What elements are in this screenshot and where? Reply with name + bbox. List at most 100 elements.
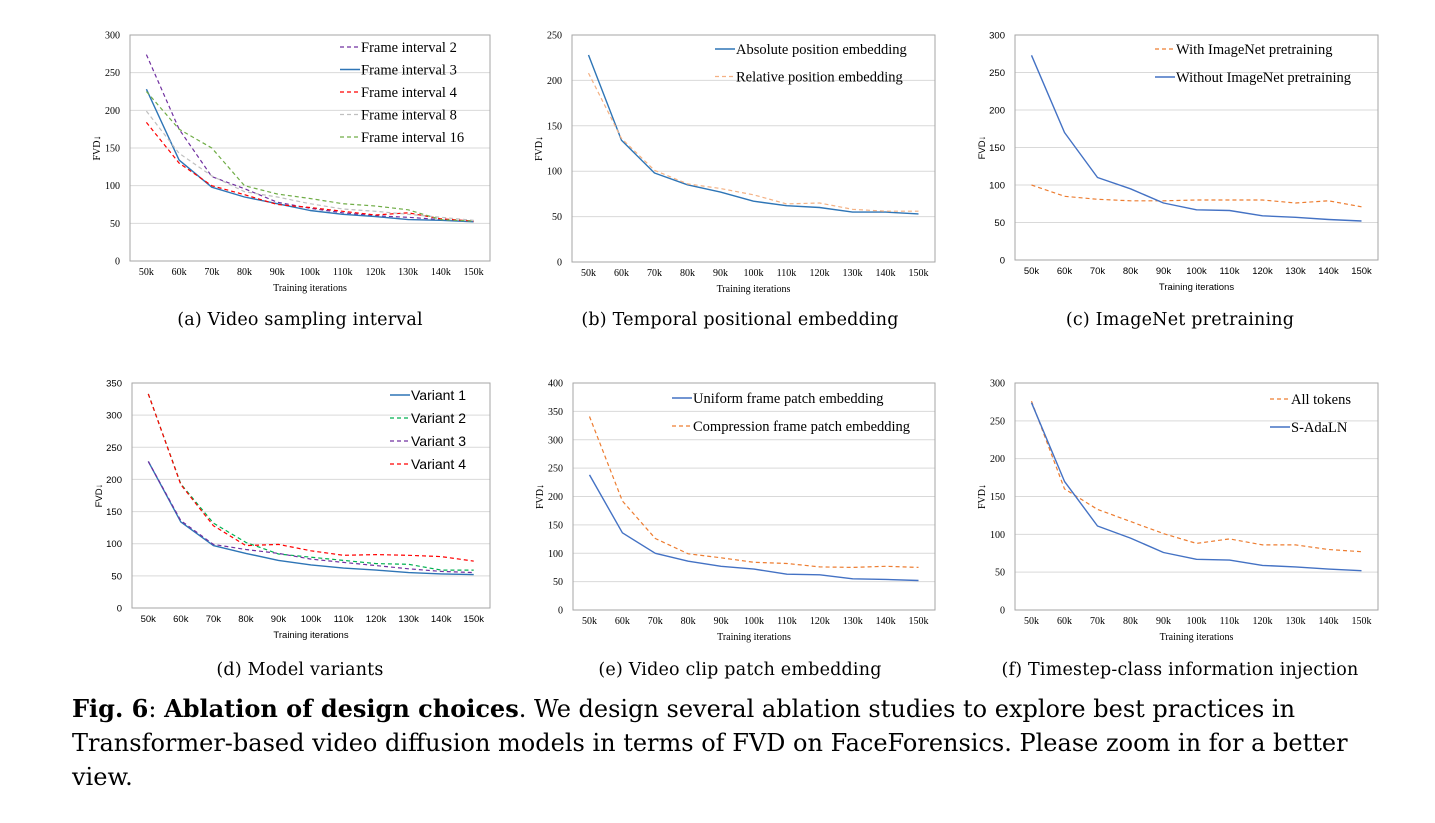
x-tick-label: 80k [1123,616,1138,627]
x-tick-label: 90k [271,614,287,625]
y-tick-label: 300 [105,31,120,42]
x-tick-label: 150k [464,267,484,278]
y-tick-label: 50 [995,568,1005,579]
y-tick-label: 100 [989,181,1005,192]
y-axis-title: FVD↓ [535,484,546,509]
x-tick-label: 150k [909,268,929,279]
x-tick-label: 80k [1123,266,1139,277]
x-tick-label: 110k [777,616,797,627]
y-axis-title: FVD↓ [977,136,988,160]
series-line-variant-3 [147,461,474,574]
caption-sep: : [148,695,157,723]
subcaption-c: (c) ImageNet pretraining [1065,310,1295,330]
x-axis-title: Training iterations [1159,282,1234,293]
y-tick-label: 200 [990,454,1005,465]
x-tick-label: 50k [1024,266,1040,277]
x-tick-label: 140k [1319,616,1339,627]
x-tick-label: 110k [1220,616,1240,627]
x-tick-label: 50k [141,614,157,625]
plot-area-border [129,34,491,262]
x-axis-title: Training iterations [273,283,347,294]
x-tick-label: 120k [810,268,830,279]
y-tick-label: 200 [548,492,563,503]
y-tick-label: 300 [548,435,563,446]
y-tick-label: 0 [1000,256,1005,267]
x-tick-label: 120k [810,616,830,627]
y-tick-label: 250 [990,416,1005,427]
legend-label: Frame interval 4 [361,85,458,101]
y-tick-label: 50 [110,219,120,230]
x-tick-label: 150k [1352,616,1372,627]
x-tick-label: 70k [204,267,219,278]
x-tick-label: 140k [876,268,896,279]
x-tick-label: 80k [681,616,696,627]
subcaption-e: (e) Video clip patch embedding [598,660,882,680]
y-tick-label: 0 [117,604,122,615]
x-tick-label: 80k [238,614,254,625]
plot-area-border [131,382,491,609]
series-line-all-tokens [1030,400,1362,553]
x-tick-label: 140k [1318,266,1339,277]
series-line-variant-4 [147,393,474,562]
legend-label: Without ImageNet pretraining [1176,70,1351,86]
y-tick-label: 250 [989,68,1005,79]
chart-f-svg: 0 50 100 150 200 250 300 50k 60k 70k 80k 90k 100k 110… [977,379,1379,643]
chart-d-svg: 0 50 100 150 200 250 300 350 50k 60k 70k 80k 90k 100k… [94,379,491,641]
x-tick-label: 100k [301,614,322,625]
x-tick-label: 60k [615,616,630,627]
subcaption-f: (f) Timestep-class information injection [1001,660,1359,680]
plot-area-border [572,382,936,611]
y-tick-label: 250 [547,31,562,42]
figure-caption: Fig. 6: Ablation of design choices. We d… [72,692,1372,794]
y-tick-label: 200 [106,475,122,486]
x-tick-label: 90k [1156,616,1171,627]
y-tick-label: 250 [105,68,120,79]
chart-a-svg: 0 50 100 150 200 250 300 50k 60k 70k 80k 90k 100k 110… [92,31,491,294]
legend-label: Frame interval 3 [361,63,457,79]
x-tick-label: 110k [777,268,797,279]
x-tick-label: 150k [1351,266,1372,277]
caption-title: Ablation of design choices [164,694,519,723]
x-tick-label: 60k [173,614,189,625]
x-tick-label: 70k [647,268,662,279]
x-tick-label: 140k [431,267,451,278]
legend-label: Frame interval 8 [361,108,457,124]
y-axis-title: FVD↓ [977,484,988,509]
x-tick-label: 120k [366,614,387,625]
x-tick-label: 130k [1285,266,1306,277]
y-tick-label: 0 [1000,606,1005,617]
y-tick-label: 50 [994,218,1005,229]
series-line-frame-interval-2 [145,54,474,222]
y-tick-label: 100 [106,539,122,550]
legend-label: Variant 2 [411,410,466,426]
y-tick-label: 50 [553,577,563,588]
y-tick-label: 0 [557,258,562,269]
legend-label: Compression frame patch embedding [693,419,910,435]
subcaption-b: (b) Temporal positional embedding [581,310,899,330]
x-tick-label: 100k [1187,616,1207,627]
x-tick-label: 50k [582,616,597,627]
chart-c-svg: 0 50 100 150 200 250 300 50k 60k 70k 80k 90k 100k 110… [977,31,1379,293]
series-line-variant-1 [147,461,474,576]
x-tick-label: 60k [1057,616,1072,627]
y-tick-label: 200 [547,76,562,87]
legend-label: Variant 4 [411,456,466,472]
y-tick-label: 250 [548,464,563,475]
y-tick-label: 300 [106,411,122,422]
x-tick-label: 100k [1186,266,1207,277]
y-tick-label: 400 [548,379,563,390]
y-tick-label: 150 [106,507,122,518]
y-tick-label: 150 [548,520,563,531]
caption-body: . We design several ablation studies to … [72,695,1348,791]
chart-panel-d: 0 50 100 150 200 250 300 350 50k 60k 70k 80k 90k 100k… [90,372,510,702]
x-tick-label: 50k [139,267,154,278]
x-tick-label: 110k [333,267,353,278]
x-tick-label: 130k [398,267,418,278]
chart-panel-a: 0 50 100 150 200 250 300 50k 60k 70k 80k 90k 100k 110… [90,22,510,352]
x-tick-label: 140k [431,614,452,625]
plot-area-border [1014,382,1379,611]
x-tick-label: 140k [876,616,896,627]
chart-panel-e: 0 50 100 150 200 250 300 350 400 50k 60k 70k 80k 90k 1… [530,372,950,702]
x-tick-label: 90k [1156,266,1172,277]
x-tick-label: 110k [334,614,354,625]
